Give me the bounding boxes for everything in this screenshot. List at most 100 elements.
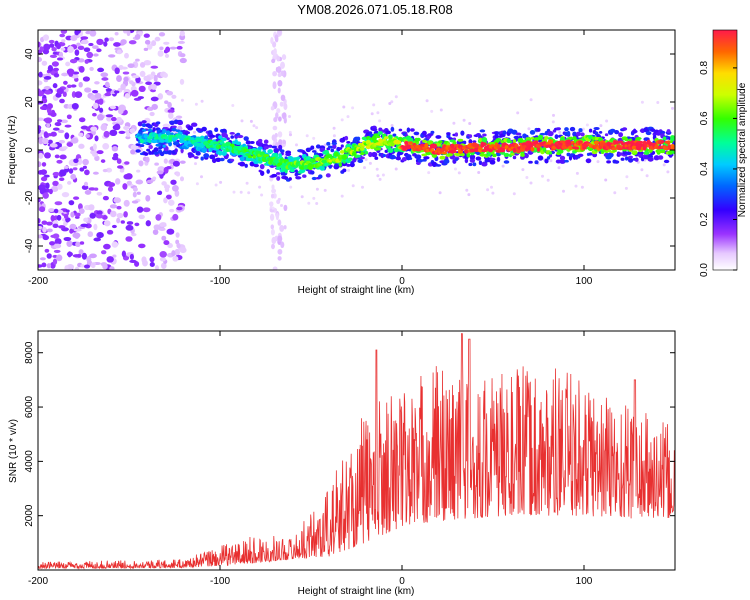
spectrogram-cell [113,197,122,204]
spectrogram-cell [48,208,55,213]
spectrogram-cell [158,223,166,227]
spectrogram-cell [510,152,515,156]
spectrogram-cell [148,139,152,144]
spectrogram-cell [174,248,180,256]
spectrogram-cell [413,131,420,136]
spectrogram-cell [80,39,89,45]
spectrogram-x-label: Height of straight line (km) [298,285,415,296]
spectrogram-cell [278,144,283,150]
spectrogram-cell [183,140,189,146]
spectrogram-cell [106,256,114,263]
spectrogram-cell [529,98,533,102]
spectrogram-cell [503,152,510,158]
spectrogram-cell [203,153,210,159]
spectrogram-cell [327,145,333,149]
spectrogram-cell [340,194,344,198]
spectrogram-cell [100,250,107,255]
spectrogram-cell [568,136,573,141]
spectrogram-cell [359,156,365,160]
spectrogram-cell [107,186,114,192]
spectrogram-cell [131,200,139,204]
spectrogram-cell [279,149,285,153]
spectrogram-cell [69,223,77,230]
spectrogram-cell [49,54,58,58]
spectrogram-cell [663,159,670,164]
spectrogram-cell [97,67,105,73]
spectrogram-cell [508,140,513,144]
spectrogram-cell [659,150,666,154]
spectrogram-cell [38,206,46,213]
spectrogram-cell [219,157,225,162]
spectrogram-cell [164,100,169,104]
spectrogram-cell [100,159,106,163]
spectrogram-cell [283,225,287,230]
spectrogram-cell [581,127,585,131]
spectrogram-cell [103,130,110,138]
colorbar-tick-label: 0.8 [699,61,710,75]
spectrogram-cell [613,160,620,164]
spectrogram-cell [83,264,91,269]
spectrogram-cell [89,212,96,219]
spectrogram-cell [56,119,63,123]
spectrogram-cell [406,127,411,133]
spectrogram-cell [59,177,65,182]
spectrogram-cell [382,153,386,158]
spectrogram-cell [44,117,53,124]
y-tick-label: 8000 [24,341,35,364]
spectrogram-cell [512,147,517,153]
spectrogram-cell [46,253,52,259]
spectrogram-cell [221,137,227,142]
spectrogram-cell [351,151,357,156]
spectrogram-cell [66,114,72,120]
spectrogram-cell [134,222,140,227]
spectrogram-cell [578,128,583,133]
spectrogram-cell [84,189,92,195]
spectrogram-cell [38,117,44,121]
x-tick-label: 100 [576,276,593,287]
spectrogram-cell [489,141,496,146]
spectrogram-cell [662,136,667,141]
spectrogram-cell [559,159,566,164]
spectrogram-cell [58,139,66,144]
spectrogram-cell [96,38,104,46]
spectrogram-cell [270,106,275,111]
spectrogram-cell [120,66,128,70]
spectrogram-cell [61,72,69,77]
spectrogram-cell [347,157,353,161]
spectrogram-cell [49,43,55,48]
spectrogram-cell [195,182,199,186]
spectrogram-cell [271,145,278,149]
spectrogram-cell [613,191,617,195]
spectrogram-cell [93,53,99,57]
spectrogram-cell [588,128,593,133]
spectrogram-cell [273,148,280,153]
spectrogram-cell [421,130,427,136]
spectrogram-cell [163,158,168,164]
spectrogram-cell [312,136,316,140]
spectrogram-cell [162,144,166,148]
spectrogram-cell [63,165,69,169]
colorbar-ticks: 0.0 0.2 0.4 0.6 0.8 [699,61,737,277]
spectrogram-cell [129,253,134,260]
spectrogram-cell [277,248,283,255]
spectrogram-cell [179,176,185,182]
spectrogram-cell [41,162,47,167]
spectrogram-cell [457,138,464,142]
spectrogram-cell [224,133,229,139]
spectrogram-cell [70,84,77,88]
spectrogram-cell [172,213,179,221]
y-tick-label: 20 [24,96,35,108]
spectrogram-cell [123,211,128,218]
spectrogram-cell [478,137,483,142]
spectrogram-cell [98,98,104,105]
spectrogram-cell [150,83,157,90]
spectrogram-cell [94,135,99,142]
spectrogram-cell [576,131,581,137]
spectrogram-cell [270,37,274,44]
spectrogram-cell [45,182,50,189]
spectrogram-cell [529,130,536,135]
spectrogram-cell [67,46,74,53]
spectrogram-cell [376,174,380,178]
spectrogram-cell [247,155,253,159]
spectrogram-cell [547,139,554,145]
